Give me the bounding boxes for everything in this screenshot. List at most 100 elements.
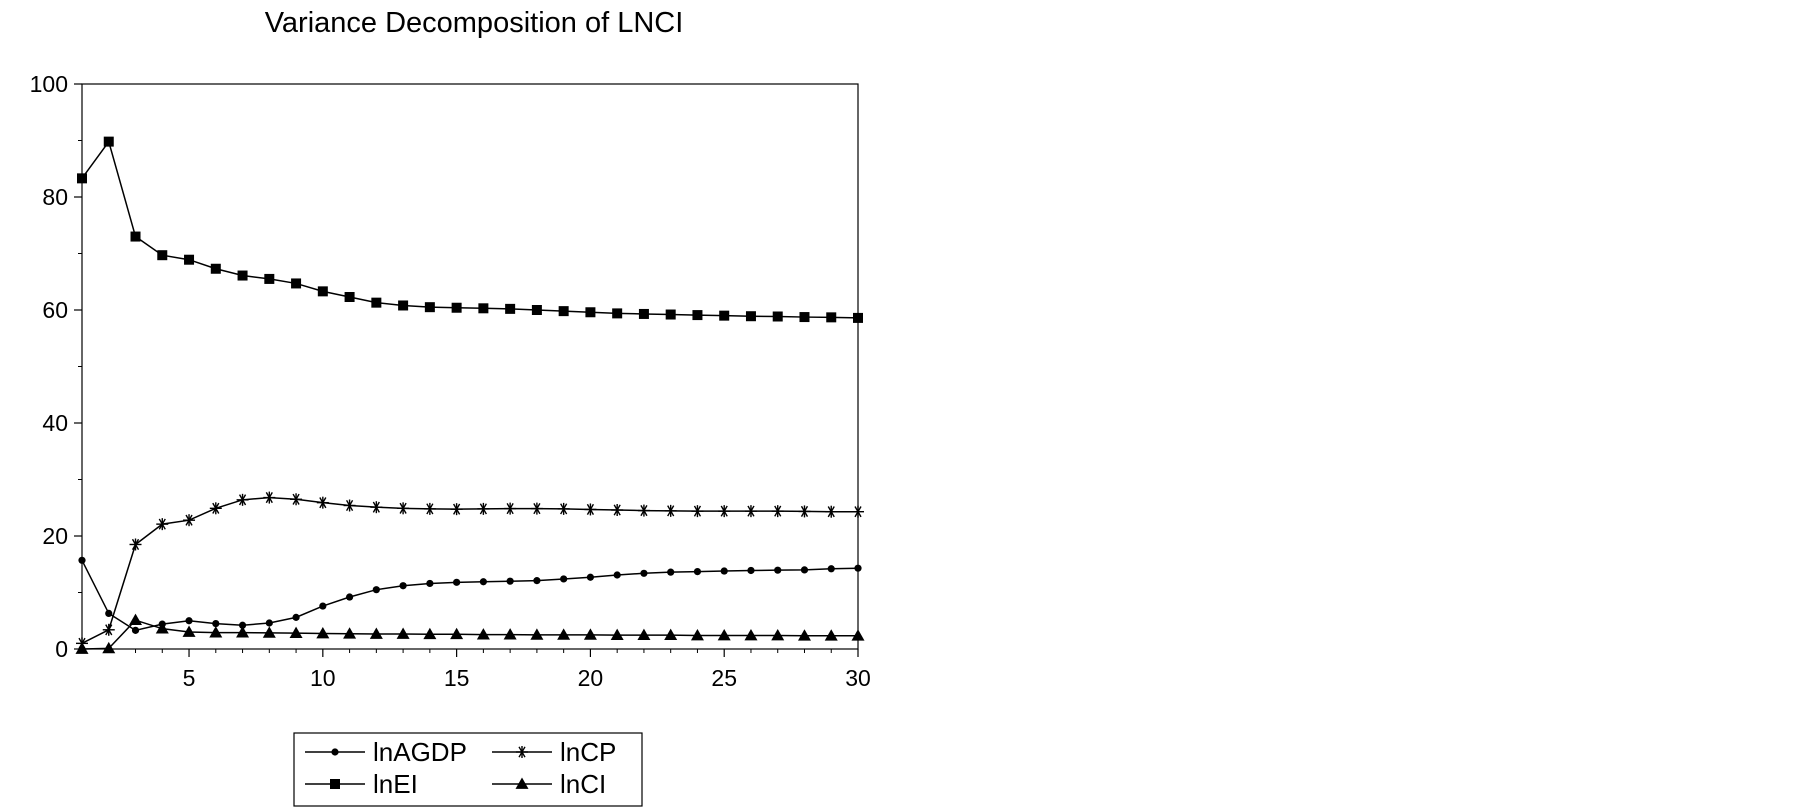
data-point-lnagdp [265,619,273,627]
data-point-lnci [824,629,838,641]
data-point-lncp [343,499,356,512]
data-point-lnci [797,629,811,641]
data-point-lncp [156,518,169,531]
data-point-lnci [690,628,704,641]
data-point-lnci [851,629,865,641]
series-layer [75,136,865,654]
data-point-lncp [530,502,543,515]
plot-frame [81,83,859,650]
data-point-lnagdp [586,573,595,581]
data-point-lnci [155,622,169,634]
legend-item-lnagdp: lnAGDP [305,737,467,767]
data-point-lnagdp [131,626,140,634]
series-line-lnci [81,619,858,650]
series-lnei [77,136,863,323]
y-axis-ticks: 0 20 40 60 80 100 [30,71,82,662]
data-point-lnci [102,641,116,654]
data-point-lnei [665,309,676,320]
data-point-lnagdp [479,578,487,586]
data-point-lnei [505,303,516,314]
data-point-lncp [316,496,329,509]
data-point-lncp [236,493,249,506]
data-point-lncp [718,505,731,518]
data-point-lnei [531,305,542,315]
data-point-lnei [103,136,114,147]
legend-box [293,732,643,807]
data-point-lnci [236,626,250,638]
series-line-lnei [81,139,859,319]
data-point-lnei [692,310,703,321]
data-point-lnei [157,250,168,261]
data-point-lncp [290,493,303,506]
legend-label: lnCI [560,769,606,799]
data-point-lnci [637,628,651,641]
data-point-lnei [424,302,435,313]
data-point-lnagdp [640,569,648,577]
data-point-lnagdp [78,556,86,564]
data-point-lnci [530,628,544,640]
data-point-lnagdp [854,564,862,572]
legend-label: lnEI [373,769,418,799]
data-point-lncp [263,491,276,504]
data-point-lncp [691,505,704,518]
data-point-lnei [719,310,730,321]
data-point-lnei [210,263,221,274]
data-point-lnci [369,627,383,639]
x-tick-label: 15 [444,665,470,691]
legend: lnAGDP lnCP lnEI lnCI [293,732,643,807]
data-point-lnagdp [238,621,247,629]
data-point-lnci [182,625,196,637]
data-point-lncp [209,502,222,515]
data-point-lnci [316,626,330,639]
data-point-lncp [370,501,383,514]
legend-marker-lnagdp [331,748,339,756]
data-point-lncp [771,505,784,518]
data-point-lnei [772,311,783,322]
data-point-lncp [183,514,196,527]
data-point-lnei [237,270,248,281]
data-point-lnci [343,627,357,639]
data-point-lnei [398,300,409,311]
data-point-lnagdp [747,566,755,575]
y-tick-label: 100 [30,71,68,97]
x-tick-label: 5 [183,665,196,691]
data-point-lnei [451,302,462,313]
data-point-lnagdp [533,577,541,585]
data-point-lnei [853,312,863,323]
y-tick-label: 60 [42,297,68,323]
data-point-lnei [612,308,623,319]
data-point-lncp [450,503,463,516]
data-point-lncp [744,505,757,518]
y-tick-label: 80 [42,184,68,210]
data-point-lnei [799,312,810,323]
data-point-lnagdp [212,619,220,628]
data-point-lnci [717,628,731,641]
data-point-lnci [396,627,410,639]
data-point-lnei [371,297,382,308]
data-point-lncp [504,502,517,515]
data-point-lnagdp [667,568,675,576]
data-point-lnagdp [345,593,354,601]
series-line-lnagdp [81,559,859,632]
x-tick-label: 20 [578,665,604,691]
data-point-lnci [744,628,758,641]
y-tick-label: 20 [42,523,68,549]
data-point-lncp [423,502,436,515]
legend-item-lnci: lnCI [492,769,606,799]
data-point-lnagdp [506,577,514,585]
legend-label: lnAGDP [373,737,467,767]
data-point-lnei [745,311,756,322]
data-point-lnci [664,628,678,641]
data-point-lnci [209,626,223,638]
data-point-lnagdp [693,567,702,576]
data-point-lnagdp [800,566,809,574]
data-point-lnci [450,627,464,640]
data-point-lnei [585,307,596,318]
x-tick-label: 10 [310,665,336,691]
data-point-lnci [503,628,517,640]
data-point-lnci [771,628,785,641]
data-point-lnei [184,254,195,265]
data-point-lnci [289,626,303,639]
data-point-lnagdp [319,602,327,610]
